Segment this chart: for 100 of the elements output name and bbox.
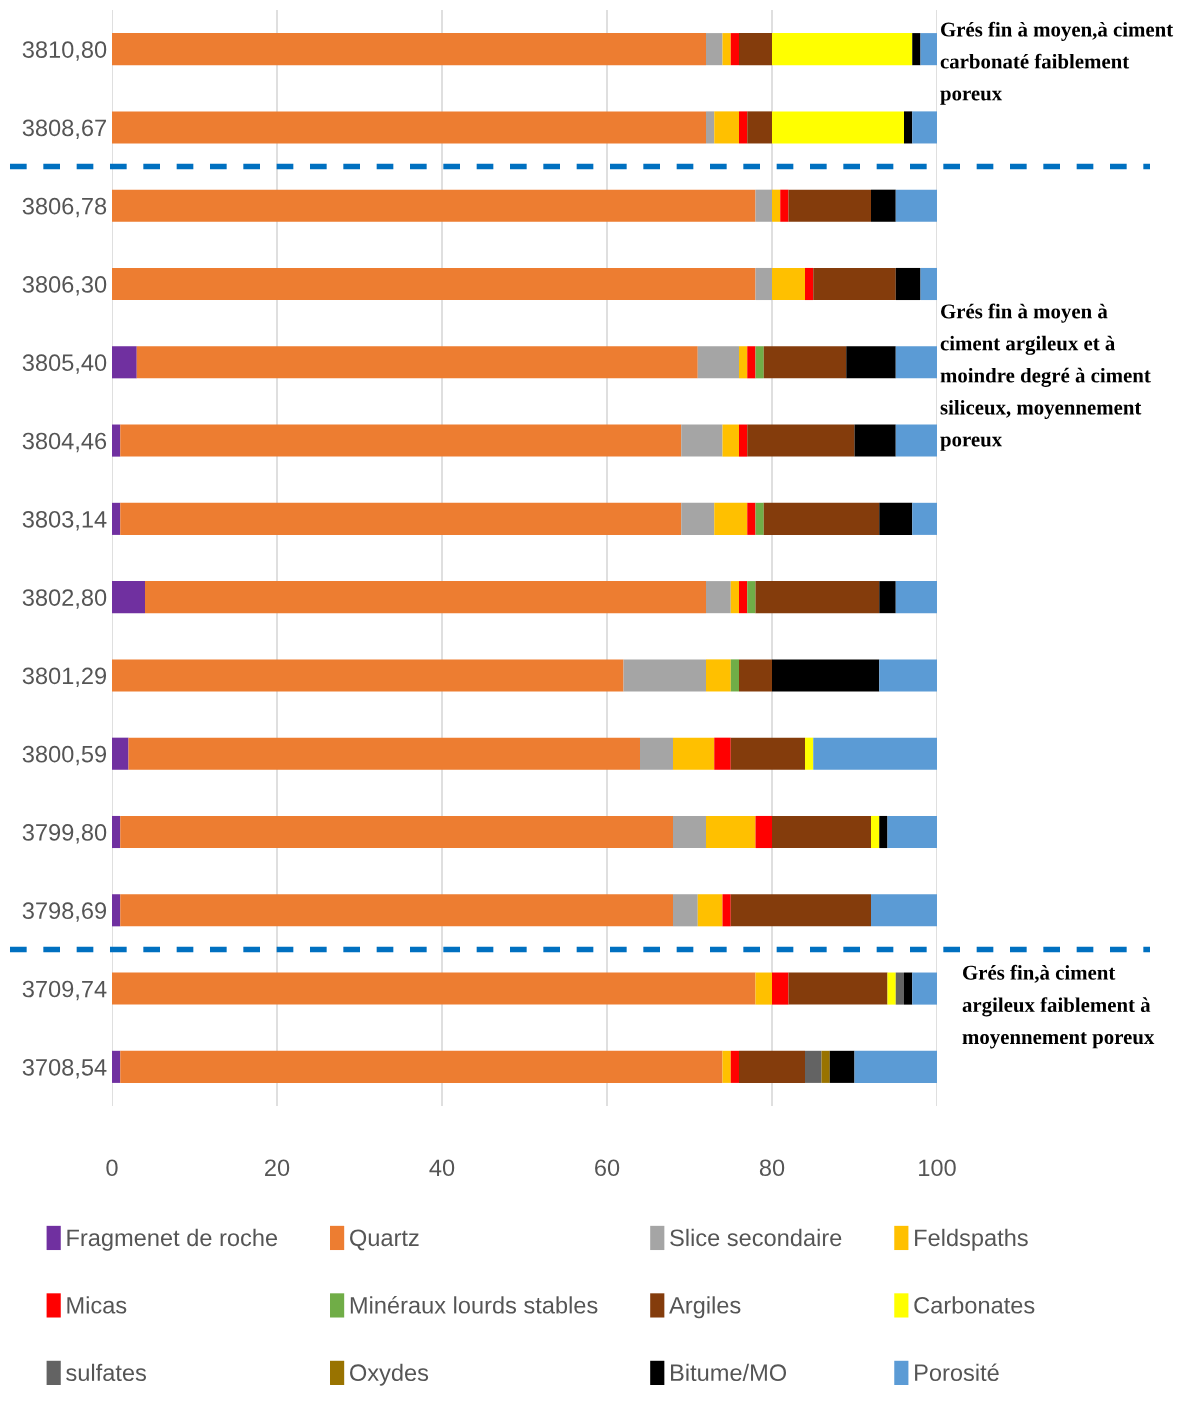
legend-label: Feldspaths — [915, 1228, 1028, 1251]
bar — [813, 737, 937, 770]
bar — [904, 111, 913, 144]
bar — [730, 737, 805, 770]
bar — [879, 502, 913, 535]
bar — [747, 581, 756, 614]
text: Grés fin à moyen,à ciment carbonaté faiblement poreux — [940, 21, 1174, 105]
legend-label: Micas — [67, 1296, 127, 1314]
bar — [846, 346, 896, 379]
bar — [871, 189, 896, 222]
y-tick-label: 3801,29 — [22, 667, 107, 688]
bar — [747, 424, 855, 457]
bar — [755, 189, 772, 222]
bar — [912, 33, 921, 66]
bar — [730, 1050, 739, 1083]
bar — [755, 815, 772, 849]
y-tick-label: 3802,80 — [22, 589, 107, 609]
bar — [887, 815, 937, 849]
bar — [714, 502, 748, 535]
bar — [112, 111, 706, 144]
bar — [772, 972, 789, 1005]
bar — [755, 267, 772, 301]
bar — [747, 502, 756, 535]
bar — [673, 815, 706, 849]
bar — [895, 346, 937, 379]
bar — [640, 737, 673, 770]
y-tick-label: 3806,78 — [22, 197, 107, 218]
bar — [112, 894, 121, 927]
bar — [879, 659, 937, 692]
bar — [120, 424, 682, 457]
bar — [128, 737, 640, 770]
x-tick-label: 60 — [595, 1159, 620, 1177]
bar — [747, 111, 772, 144]
bar — [763, 346, 847, 379]
y-tick-label: 3709,74 — [22, 980, 107, 1001]
x-tick-label: 40 — [429, 1159, 455, 1177]
bar — [623, 659, 706, 692]
bar — [681, 424, 723, 457]
bar — [895, 581, 937, 614]
y-tick-label: 3808,67 — [22, 119, 106, 140]
bar — [714, 111, 739, 144]
bar — [673, 737, 715, 770]
legend-label: Fragmenet de roche — [67, 1228, 278, 1251]
bar — [879, 815, 888, 849]
bar — [854, 1050, 937, 1083]
bar — [681, 502, 715, 535]
bar — [145, 581, 706, 614]
bar — [120, 894, 673, 927]
bar — [706, 659, 731, 692]
bar — [772, 659, 880, 692]
bar — [747, 346, 756, 379]
bar — [739, 424, 748, 457]
bar — [722, 33, 731, 66]
bar — [739, 111, 748, 144]
bar — [912, 972, 937, 1005]
legend-label: Oxydes — [350, 1363, 429, 1386]
bar — [112, 424, 121, 457]
bar — [136, 346, 698, 379]
bar — [706, 111, 715, 144]
bar — [112, 815, 121, 849]
bar — [730, 659, 739, 692]
bar — [755, 502, 764, 535]
y-tick-label: 3804,46 — [22, 432, 107, 453]
bar — [763, 502, 880, 535]
text: Grés fin,à ciment argileux faiblement à moyennement poreux — [962, 964, 1155, 1049]
bar — [920, 33, 937, 66]
bar — [739, 581, 748, 614]
bar — [112, 346, 137, 379]
x-tick-label: 20 — [265, 1159, 290, 1177]
bar — [772, 267, 805, 301]
bar — [854, 424, 896, 457]
bar — [772, 815, 871, 849]
bar — [780, 189, 789, 222]
bar — [821, 1050, 830, 1083]
legend-label: Minéraux lourds stables — [350, 1295, 598, 1314]
bar — [112, 1050, 121, 1083]
bar — [112, 502, 121, 535]
bar — [730, 581, 739, 614]
y-tick-label: 3805,40 — [22, 354, 107, 374]
y-tick-label: 3799,80 — [22, 824, 107, 844]
bar — [912, 502, 937, 535]
legend-label: sulfates — [66, 1363, 146, 1382]
bar — [813, 267, 896, 301]
bar — [920, 267, 937, 301]
bar — [112, 33, 706, 66]
x-tick-label: 80 — [759, 1159, 785, 1177]
bar — [772, 189, 781, 222]
bar — [739, 346, 748, 379]
bar — [788, 189, 871, 222]
x-tick-label: 0 — [106, 1159, 118, 1177]
bar — [739, 1050, 805, 1083]
x-tick-label: 100 — [919, 1159, 956, 1177]
bar — [730, 33, 739, 66]
bar — [805, 267, 814, 301]
bar — [120, 502, 682, 535]
y-tick-label: 3810,80 — [22, 41, 107, 61]
text: Grés fin à moyen à ciment argileux et à moindre degré à ciment siliceux, moyennement poreux — [940, 303, 1151, 451]
bar — [697, 894, 723, 927]
y-tick-label: 3708,54 — [22, 1058, 107, 1079]
bar — [895, 424, 937, 457]
